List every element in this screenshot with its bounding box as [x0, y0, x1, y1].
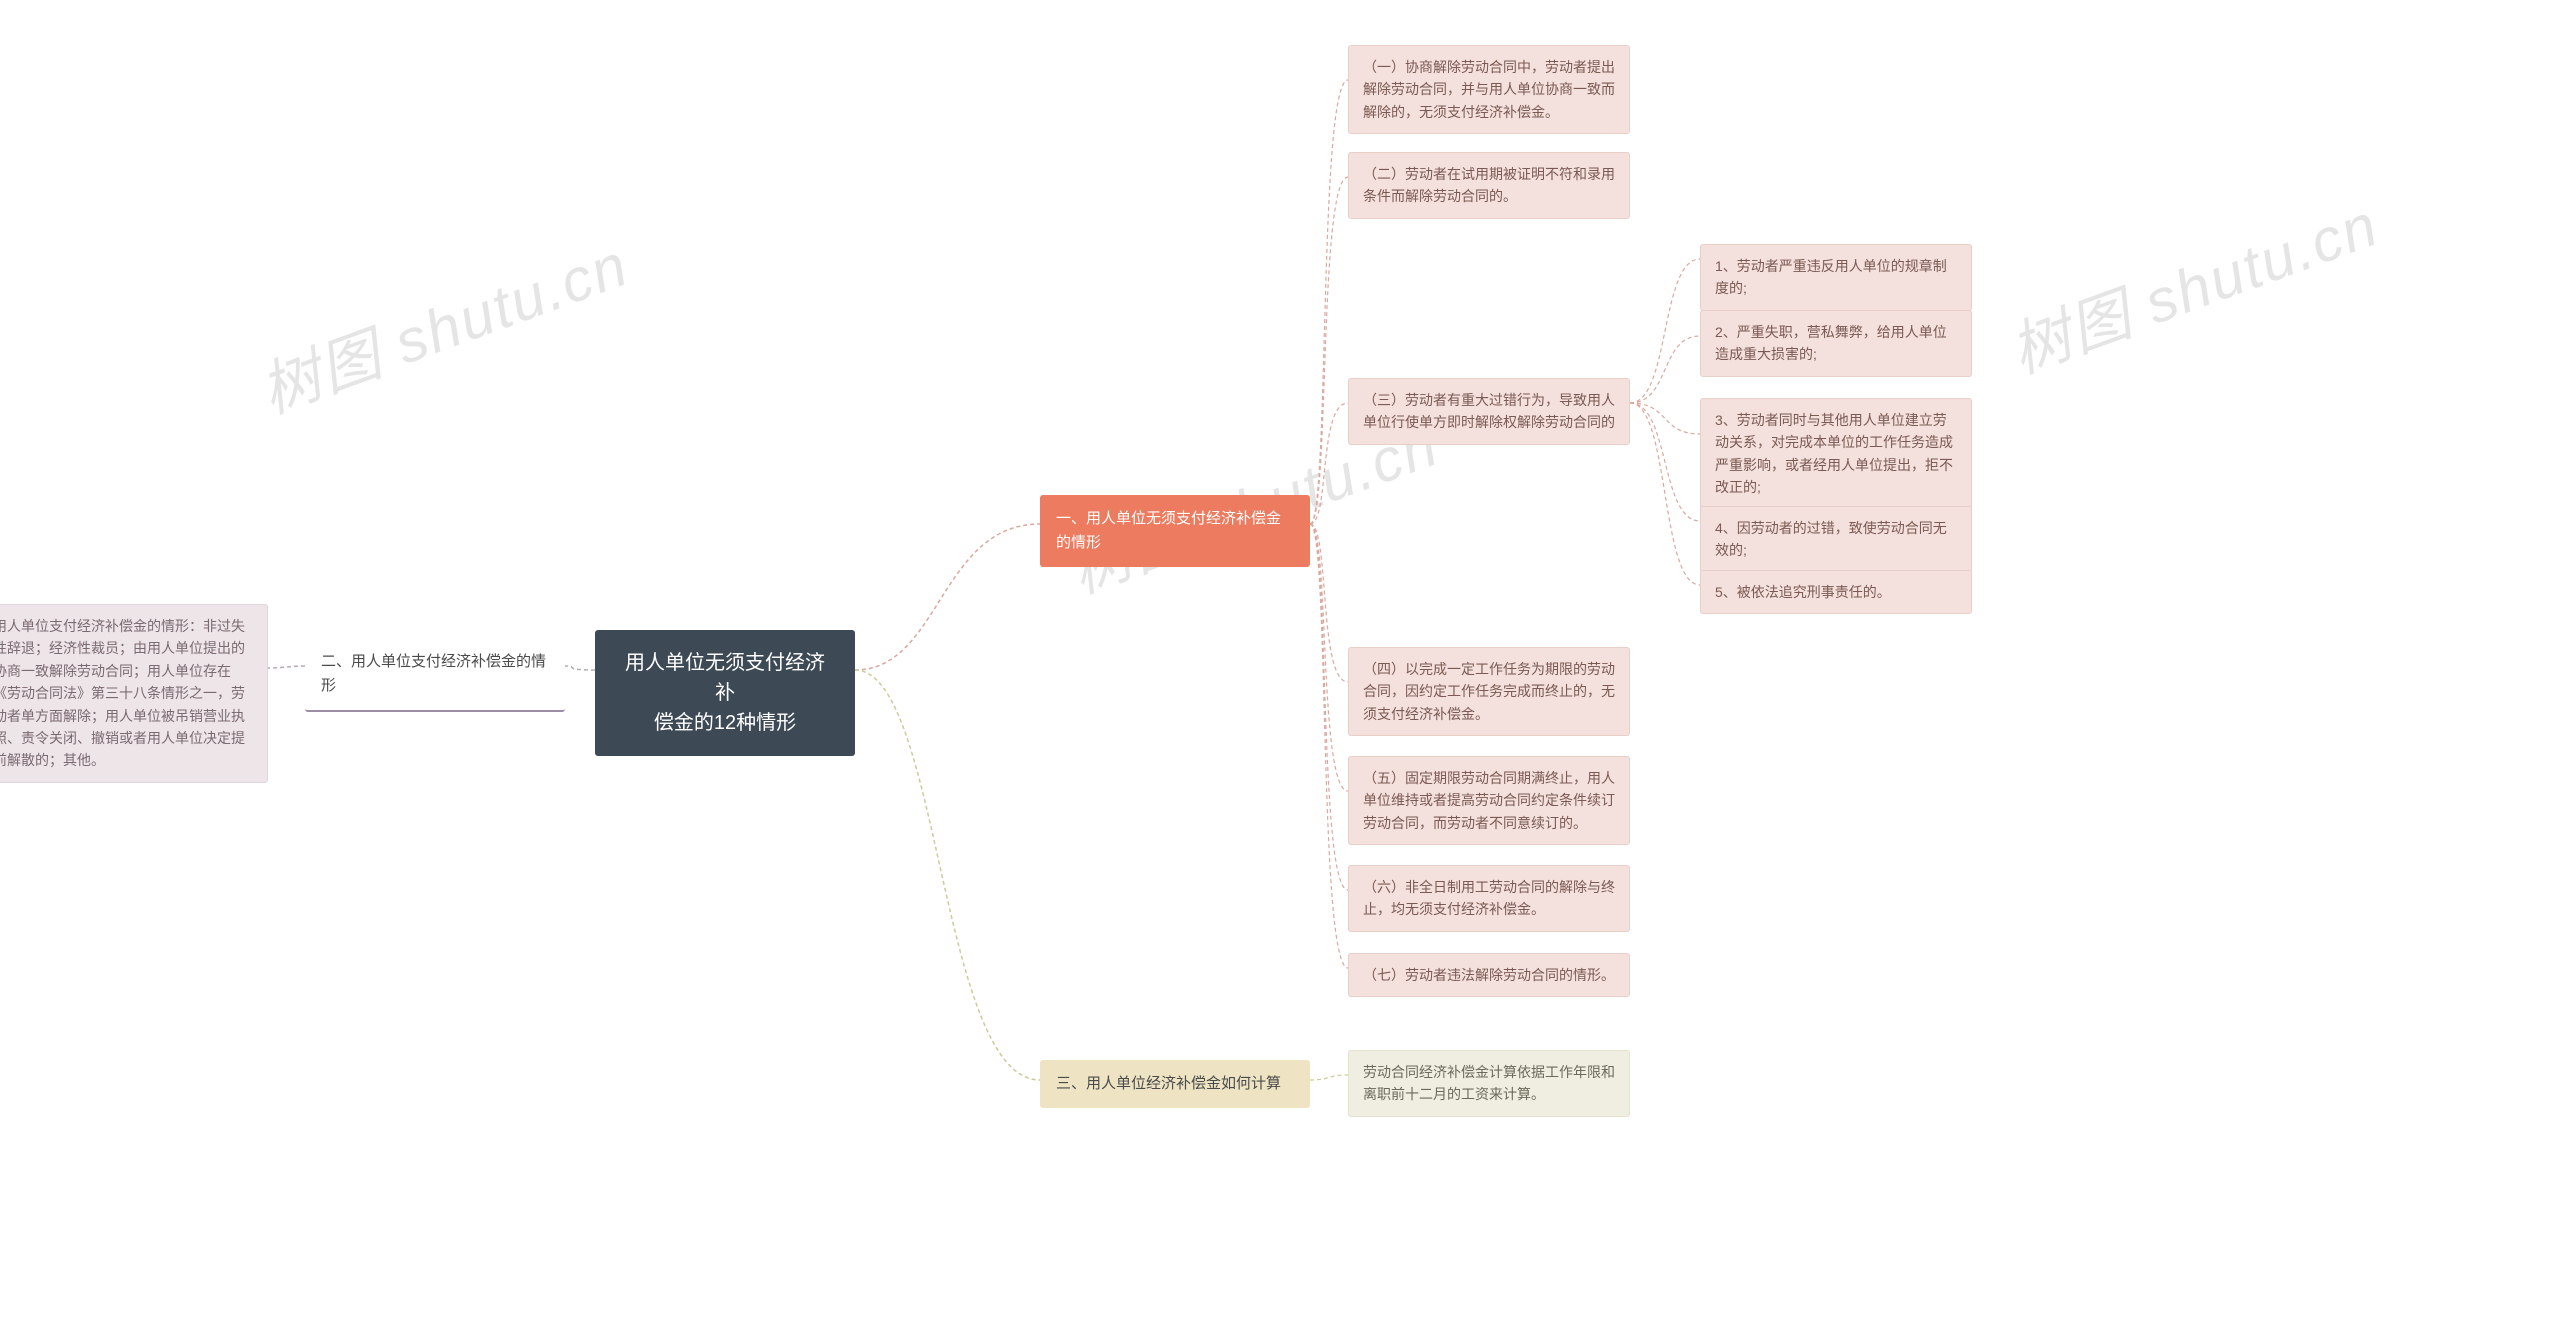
- branch1-child-2: （二）劳动者在试用期被证明不符和录用条件而解除劳动合同的。: [1348, 152, 1630, 219]
- branch1-child-1: （一）协商解除劳动合同中，劳动者提出解除劳动合同，并与用人单位协商一致而解除的，…: [1348, 45, 1630, 134]
- branch1-child-7: （七）劳动者违法解除劳动合同的情形。: [1348, 953, 1630, 997]
- branch1-child-4: （四）以完成一定工作任务为期限的劳动合同，因约定工作任务完成而终止的，无须支付经…: [1348, 647, 1630, 736]
- branch2-node: 二、用人单位支付经济补偿金的情 形: [305, 638, 565, 712]
- branch1-child-3-sub-5: 5、被依法追究刑事责任的。: [1700, 570, 1972, 614]
- watermark: 树图 shutu.cn: [247, 217, 639, 431]
- root-node: 用人单位无须支付经济补 偿金的12种情形: [595, 630, 855, 756]
- branch1-child-3: （三）劳动者有重大过错行为，导致用人单位行使单方即时解除权解除劳动合同的: [1348, 378, 1630, 445]
- branch3-node: 三、用人单位经济补偿金如何计算: [1040, 1060, 1310, 1108]
- branch1-child-3-sub-2: 2、严重失职，营私舞弊，给用人单位造成重大损害的;: [1700, 310, 1972, 377]
- branch3-child: 劳动合同经济补偿金计算依据工作年限和离职前十二月的工资来计算。: [1348, 1050, 1630, 1117]
- branch1-child-3-sub-1: 1、劳动者严重违反用人单位的规章制度的;: [1700, 244, 1972, 311]
- branch1-child-6: （六）非全日制用工劳动合同的解除与终止，均无须支付经济补偿金。: [1348, 865, 1630, 932]
- branch1-child-3-sub-4: 4、因劳动者的过错，致使劳动合同无效的;: [1700, 506, 1972, 573]
- branch2-child: 用人单位支付经济补偿金的情形：非过失性辞退；经济性裁员；由用人单位提出的协商一致…: [0, 604, 268, 783]
- branch1-node: 一、用人单位无须支付经济补偿金 的情形: [1040, 495, 1310, 567]
- branch1-child-3-sub-3: 3、劳动者同时与其他用人单位建立劳动关系，对完成本单位的工作任务造成严重影响，或…: [1700, 398, 1972, 510]
- watermark: 树图 shutu.cn: [1997, 177, 2389, 391]
- branch1-child-5: （五）固定期限劳动合同期满终止，用人单位维持或者提高劳动合同约定条件续订劳动合同…: [1348, 756, 1630, 845]
